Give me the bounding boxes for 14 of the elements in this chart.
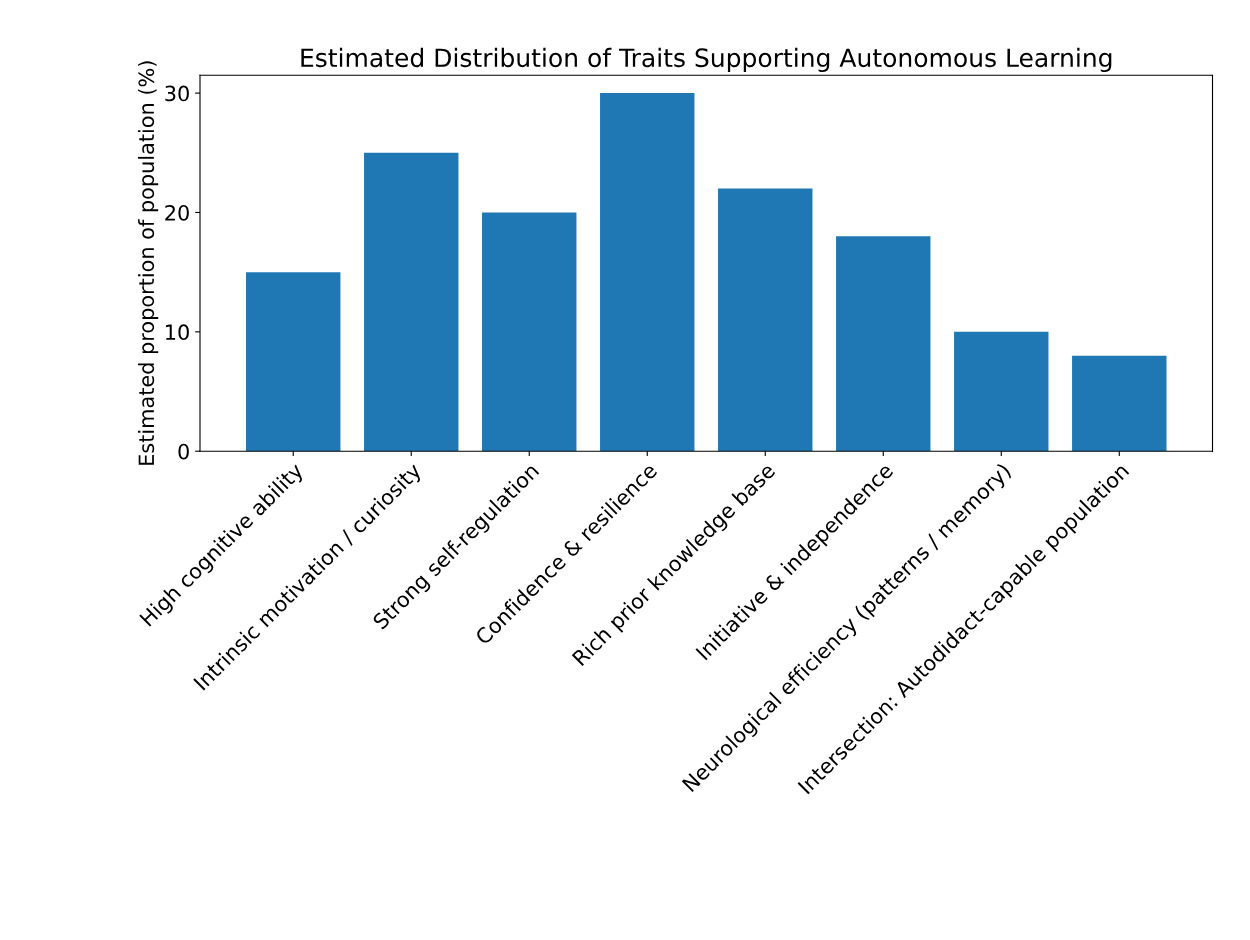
y-axis-title: Estimated proportion of population (%) [138,61,159,465]
chart-title: Estimated Distribution of Traits Supporting Autonomous Learning [301,47,1112,73]
bar [836,236,931,452]
y-tick-label: 0 [178,443,189,460]
bar [600,93,695,452]
y-tick-label: 30 [165,85,189,102]
bar [1072,355,1167,452]
bar [364,152,459,452]
bar [954,331,1049,452]
bar [718,188,813,452]
bar [246,272,341,452]
y-tick-label: 20 [165,204,189,221]
bar [482,212,577,452]
y-tick-label: 10 [166,324,189,341]
